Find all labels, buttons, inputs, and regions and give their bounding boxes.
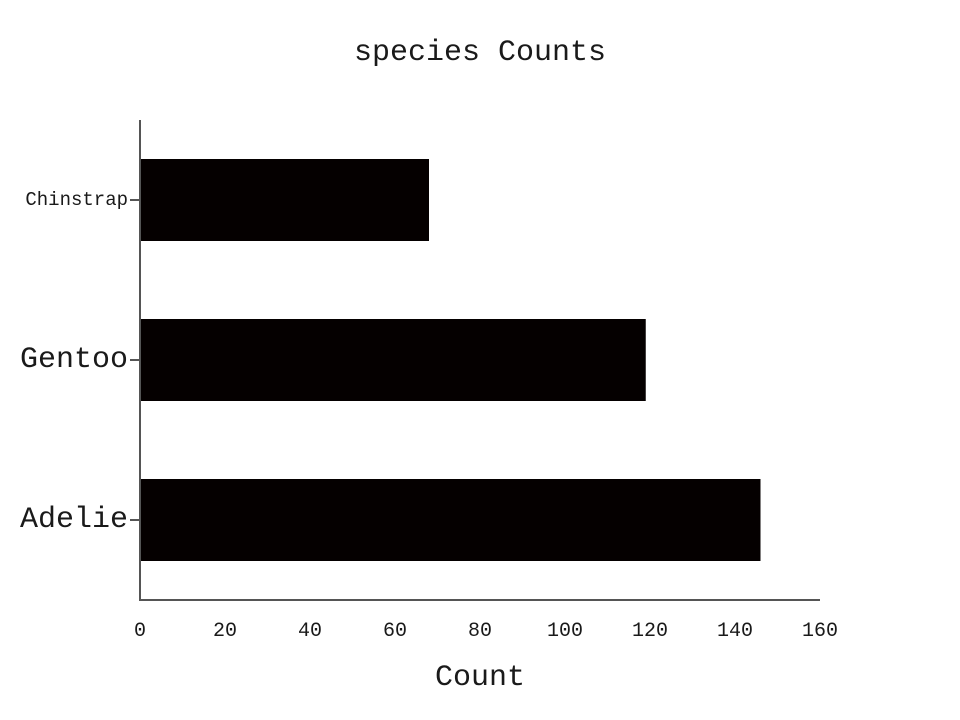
x-tick-label: 0	[134, 620, 146, 643]
chart-title: species Counts	[354, 36, 606, 70]
y-axis-ticks: Adelie Gentoo Chinstrap	[20, 189, 140, 537]
y-tick-label-gentoo: Gentoo	[20, 343, 128, 377]
x-tick-label: 80	[468, 620, 492, 643]
y-tick-label-adelie: Adelie	[20, 503, 128, 537]
bar-chinstrap	[140, 159, 429, 241]
x-tick-label: 160	[802, 620, 838, 643]
x-tick-label: 60	[383, 620, 407, 643]
x-tick-label: 20	[213, 620, 237, 643]
bar-adelie	[140, 479, 761, 561]
x-tick-label: 120	[632, 620, 668, 643]
x-tick-label: 140	[717, 620, 753, 643]
x-tick-label: 40	[298, 620, 322, 643]
x-axis-ticks: 0 20 40 60 80 100 120 140 160	[134, 620, 838, 643]
x-axis-label: Count	[435, 661, 525, 695]
x-tick-label: 100	[547, 620, 583, 643]
bars-group	[140, 159, 761, 561]
y-tick-label-chinstrap: Chinstrap	[25, 189, 128, 211]
bar-gentoo	[140, 319, 646, 401]
